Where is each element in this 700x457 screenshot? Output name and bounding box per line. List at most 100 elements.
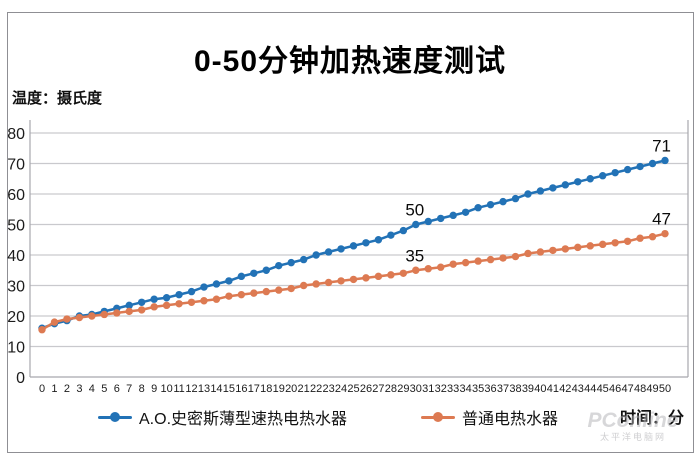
data-point <box>524 190 532 198</box>
data-point <box>113 309 121 317</box>
data-point <box>574 243 582 252</box>
data-point <box>412 266 420 274</box>
data-point <box>511 194 520 203</box>
data-point <box>561 245 570 253</box>
x-tick-label: 45 <box>597 383 609 395</box>
data-point <box>237 272 246 281</box>
data-point <box>661 229 669 238</box>
data-point <box>337 277 345 285</box>
x-tick-label: 38 <box>509 383 521 395</box>
data-point <box>75 313 84 322</box>
data-point <box>137 298 146 306</box>
data-point <box>175 290 183 299</box>
data-point <box>299 281 308 290</box>
y-tick-label: 20 <box>7 309 25 326</box>
data-point <box>636 234 644 242</box>
data-point <box>474 257 482 265</box>
x-tick-label: 40 <box>534 383 546 395</box>
data-point <box>162 294 171 302</box>
data-point <box>324 278 333 287</box>
x-tick-label: 50 <box>659 383 671 395</box>
data-point <box>287 284 295 293</box>
x-tick-label: 11 <box>173 383 184 395</box>
data-point <box>200 283 208 291</box>
x-tick-label: 36 <box>484 383 496 395</box>
x-tick-label: 49 <box>646 383 658 395</box>
x-tick-label: 46 <box>609 383 621 395</box>
data-point <box>599 240 607 249</box>
x-tick-label: 12 <box>185 383 197 395</box>
data-point <box>299 255 308 264</box>
data-label: 50 <box>405 201 424 220</box>
data-point <box>499 197 507 206</box>
x-tick-label: 30 <box>410 383 422 395</box>
data-point <box>449 211 457 220</box>
data-point <box>175 300 183 308</box>
data-point <box>150 303 158 311</box>
legend-item-ao-smith: A.O.史密斯薄型速热电热水器 <box>98 405 347 429</box>
data-point <box>50 318 59 326</box>
data-point <box>474 204 482 212</box>
data-point <box>524 249 532 258</box>
data-point <box>100 310 109 319</box>
x-tick-label: 10 <box>160 383 172 395</box>
x-tick-label: 5 <box>101 383 107 395</box>
data-point <box>623 237 632 245</box>
data-point <box>125 307 133 316</box>
data-label: 47 <box>652 210 671 229</box>
x-tick-label: 35 <box>472 383 484 395</box>
x-tick-label: 37 <box>497 383 509 395</box>
x-tick-label: 15 <box>223 383 235 395</box>
x-tick-label: 14 <box>210 383 222 395</box>
data-point <box>312 280 320 288</box>
data-point <box>212 295 221 303</box>
data-point <box>200 297 208 305</box>
data-point <box>225 277 233 285</box>
data-point <box>349 242 358 250</box>
data-point <box>399 269 408 277</box>
x-tick-label: 21 <box>298 383 310 395</box>
data-point <box>648 159 657 168</box>
x-tick-label: 0 <box>39 383 45 395</box>
data-label: 71 <box>652 136 671 155</box>
data-point <box>437 214 445 223</box>
legend-label: 普通电热水器 <box>461 411 558 428</box>
x-tick-label: 13 <box>198 383 210 395</box>
data-point <box>387 231 395 239</box>
data-point <box>387 271 395 279</box>
x-tick-label: 19 <box>273 383 285 395</box>
data-point <box>250 289 258 297</box>
y-tick-label: 0 <box>16 370 25 387</box>
y-tick-label: 80 <box>7 126 25 143</box>
x-tick-label: 24 <box>335 383 347 395</box>
data-point <box>461 208 470 216</box>
data-point <box>312 251 320 259</box>
x-tick-label: 31 <box>422 383 434 395</box>
x-tick-label: 34 <box>460 383 472 395</box>
data-point <box>275 261 283 270</box>
data-point <box>262 266 270 274</box>
data-point <box>137 306 146 314</box>
orange-series-marker-icon <box>420 412 455 422</box>
x-tick-label: 6 <box>114 383 120 395</box>
data-point <box>262 287 270 296</box>
data-point <box>486 200 495 209</box>
x-tick-label: 27 <box>372 383 384 395</box>
x-tick-label: 23 <box>322 383 334 395</box>
data-point <box>412 220 420 229</box>
x-tick-label: 22 <box>310 383 322 395</box>
data-point <box>374 272 383 281</box>
data-point <box>574 178 582 186</box>
x-tick-label: 1 <box>51 383 57 395</box>
data-point <box>349 275 358 284</box>
x-tick-label: 4 <box>89 383 95 395</box>
x-tick-label: 44 <box>584 383 596 395</box>
data-point <box>38 326 46 334</box>
y-tick-label: 10 <box>7 340 25 357</box>
data-point <box>461 258 470 267</box>
y-tick-label: 50 <box>7 218 25 235</box>
x-tick-label: 18 <box>260 383 272 395</box>
x-tick-label: 26 <box>360 383 372 395</box>
data-point <box>611 239 619 247</box>
